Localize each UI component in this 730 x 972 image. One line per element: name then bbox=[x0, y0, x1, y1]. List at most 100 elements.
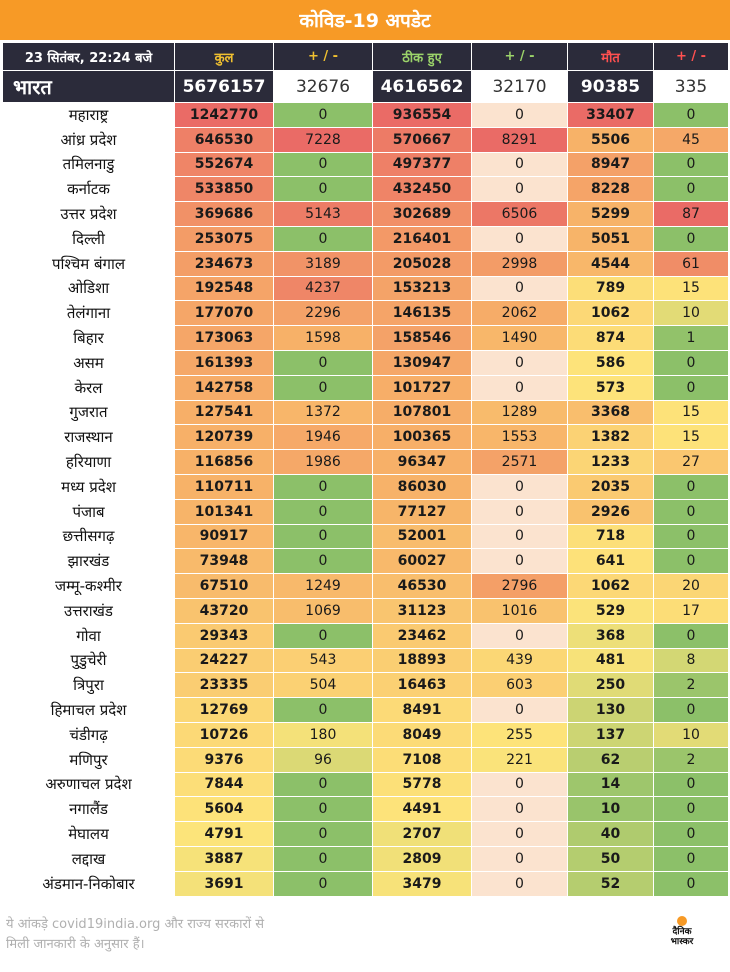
dainik-bhaskar-logo: दैनिक भास्कर bbox=[660, 916, 704, 960]
table-row: केरल 142758 0 101727 0 573 0 bbox=[2, 374, 729, 401]
state-delta-total: 1249 bbox=[273, 573, 373, 599]
state-delta-total: 0 bbox=[273, 374, 373, 401]
state-delta-total: 504 bbox=[273, 672, 373, 699]
state-delta-deaths: 1 bbox=[653, 325, 729, 351]
state-recovered: 101727 bbox=[372, 374, 472, 401]
state-total: 369686 bbox=[174, 201, 274, 227]
table-row: तमिलनाडु 552674 0 497377 0 8947 0 bbox=[2, 151, 729, 178]
table-row: उत्तर प्रदेश 369686 5143 302689 6506 5299 87 bbox=[2, 201, 729, 227]
state-delta-total: 4237 bbox=[273, 275, 373, 302]
delta-total-header: + / - bbox=[273, 42, 373, 71]
state-name: छत्तीसगढ़ bbox=[2, 523, 175, 550]
state-deaths: 874 bbox=[567, 325, 654, 351]
state-recovered: 77127 bbox=[372, 498, 472, 525]
state-total: 1242770 bbox=[174, 102, 274, 128]
table-row: चंडीगढ़ 10726 180 8049 255 137 10 bbox=[2, 721, 729, 748]
table-row: आंध्र प्रदेश 646530 7228 570667 8291 5506 45 bbox=[2, 126, 729, 153]
state-total: 120739 bbox=[174, 424, 274, 451]
table-row: तेलंगाना 177070 2296 146135 2062 1062 10 bbox=[2, 300, 729, 327]
state-delta-total: 180 bbox=[273, 721, 373, 748]
state-delta-deaths: 0 bbox=[653, 870, 729, 897]
date-header: 23 सितंबर, 22:24 बजे bbox=[2, 42, 175, 71]
state-delta-deaths: 0 bbox=[653, 225, 729, 252]
state-delta-recovered: 0 bbox=[471, 102, 568, 128]
recovered-header: ठीक हुए bbox=[372, 42, 472, 71]
table-row: हरियाणा 116856 1986 96347 2571 1233 27 bbox=[2, 449, 729, 475]
state-delta-deaths: 15 bbox=[653, 424, 729, 451]
state-deaths: 1382 bbox=[567, 424, 654, 451]
state-delta-recovered: 2796 bbox=[471, 573, 568, 599]
state-delta-recovered: 255 bbox=[471, 721, 568, 748]
state-deaths: 641 bbox=[567, 548, 654, 575]
state-recovered: 302689 bbox=[372, 201, 472, 227]
state-total: 161393 bbox=[174, 349, 274, 376]
state-total: 7844 bbox=[174, 771, 274, 798]
state-total: 4791 bbox=[174, 821, 274, 847]
table-row: बिहार 173063 1598 158546 1490 874 1 bbox=[2, 325, 729, 351]
state-deaths: 1062 bbox=[567, 573, 654, 599]
state-delta-recovered: 1553 bbox=[471, 424, 568, 451]
state-name: दिल्ली bbox=[2, 225, 175, 252]
state-delta-deaths: 15 bbox=[653, 399, 729, 426]
state-recovered: 216401 bbox=[372, 225, 472, 252]
state-delta-total: 3189 bbox=[273, 250, 373, 277]
india-deaths: 90385 bbox=[567, 70, 654, 103]
state-total: 24227 bbox=[174, 647, 274, 674]
state-delta-deaths: 0 bbox=[653, 349, 729, 376]
state-deaths: 1062 bbox=[567, 300, 654, 327]
state-deaths: 573 bbox=[567, 374, 654, 401]
state-total: 110711 bbox=[174, 473, 274, 500]
state-recovered: 52001 bbox=[372, 523, 472, 550]
india-delta-recovered: 32170 bbox=[471, 70, 568, 103]
state-delta-total: 0 bbox=[273, 870, 373, 897]
state-name: पंजाब bbox=[2, 498, 175, 525]
state-name: पुडुचेरी bbox=[2, 647, 175, 674]
state-delta-deaths: 0 bbox=[653, 523, 729, 550]
state-delta-recovered: 0 bbox=[471, 622, 568, 649]
state-delta-deaths: 10 bbox=[653, 721, 729, 748]
state-recovered: 158546 bbox=[372, 325, 472, 351]
state-total: 12769 bbox=[174, 697, 274, 723]
state-total: 646530 bbox=[174, 126, 274, 153]
table-row: मध्य प्रदेश 110711 0 86030 0 2035 0 bbox=[2, 473, 729, 500]
state-total: 23335 bbox=[174, 672, 274, 699]
state-total: 101341 bbox=[174, 498, 274, 525]
state-recovered: 570667 bbox=[372, 126, 472, 153]
header-row: 23 सितंबर, 22:24 बजे कुल + / - ठीक हुए +… bbox=[2, 42, 729, 71]
state-delta-deaths: 2 bbox=[653, 746, 729, 773]
state-delta-total: 2296 bbox=[273, 300, 373, 327]
state-total: 90917 bbox=[174, 523, 274, 550]
state-total: 192548 bbox=[174, 275, 274, 302]
state-name: मेघालय bbox=[2, 821, 175, 847]
table-row: मेघालय 4791 0 2707 0 40 0 bbox=[2, 821, 729, 847]
state-delta-recovered: 2571 bbox=[471, 449, 568, 475]
state-delta-total: 0 bbox=[273, 473, 373, 500]
state-deaths: 4544 bbox=[567, 250, 654, 277]
table-row: गोवा 29343 0 23462 0 368 0 bbox=[2, 622, 729, 649]
state-delta-deaths: 8 bbox=[653, 647, 729, 674]
state-delta-recovered: 0 bbox=[471, 870, 568, 897]
state-delta-deaths: 15 bbox=[653, 275, 729, 302]
state-name: नगालैंड bbox=[2, 796, 175, 823]
state-delta-recovered: 0 bbox=[471, 697, 568, 723]
state-delta-recovered: 0 bbox=[471, 473, 568, 500]
state-delta-recovered: 603 bbox=[471, 672, 568, 699]
title-bar: कोविड-19 अपडेट bbox=[0, 0, 730, 40]
state-name: पश्चिम बंगाल bbox=[2, 250, 175, 277]
state-recovered: 16463 bbox=[372, 672, 472, 699]
state-recovered: 2809 bbox=[372, 845, 472, 872]
state-delta-deaths: 0 bbox=[653, 151, 729, 178]
state-total: 234673 bbox=[174, 250, 274, 277]
state-recovered: 107801 bbox=[372, 399, 472, 426]
india-recovered: 4616562 bbox=[372, 70, 472, 103]
state-delta-total: 543 bbox=[273, 647, 373, 674]
page-title: कोविड-19 अपडेट bbox=[299, 10, 431, 32]
state-name: अंडमान-निकोबार bbox=[2, 870, 175, 897]
state-recovered: 5778 bbox=[372, 771, 472, 798]
state-deaths: 5051 bbox=[567, 225, 654, 252]
state-delta-recovered: 0 bbox=[471, 498, 568, 525]
state-total: 43720 bbox=[174, 597, 274, 624]
state-deaths: 130 bbox=[567, 697, 654, 723]
state-name: उत्तराखंड bbox=[2, 597, 175, 624]
state-deaths: 5506 bbox=[567, 126, 654, 153]
